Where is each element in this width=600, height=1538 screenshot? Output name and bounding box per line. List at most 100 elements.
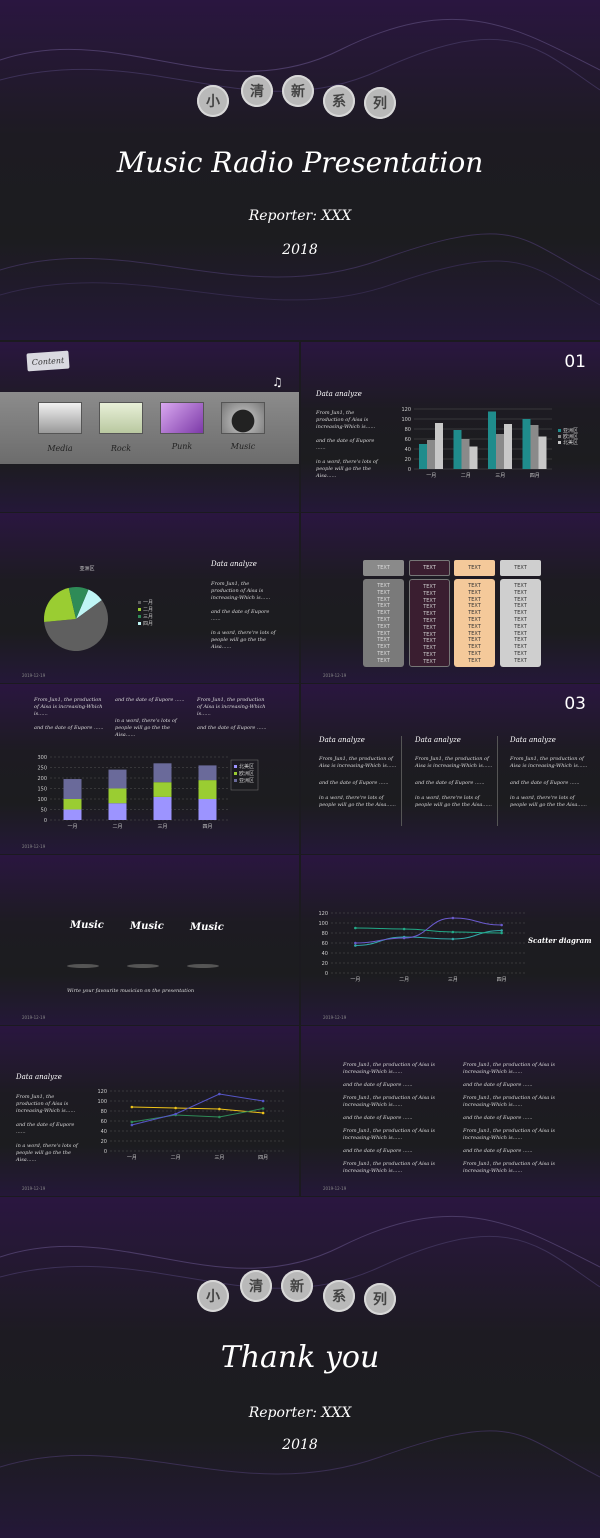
pie-slide[interactable]: 亚洲区 一月 二月 三月 四月 Data analyze From Jun1, the …	[0, 513, 299, 683]
legend-label: 亚洲区	[239, 778, 254, 784]
tick-label: 40	[101, 1129, 107, 1135]
shadow-ellipse	[67, 964, 99, 968]
data-point	[130, 1120, 134, 1124]
series-line	[355, 930, 502, 946]
table-header: TEXT	[409, 560, 450, 576]
paragraph: From Jun1, the production of Aisa is inc…	[211, 581, 271, 601]
tick-label: 300	[37, 755, 47, 761]
line-slide[interactable]: Data analyze From Jun1, the production o…	[0, 1026, 299, 1196]
thumb-media[interactable]	[38, 402, 82, 434]
table-cell: TEXT	[468, 623, 481, 630]
table-cell: TEXT	[514, 603, 527, 610]
slide-03[interactable]: 03 Data analyze From Jun1, the productio…	[301, 684, 600, 854]
table-cell: TEXT	[514, 610, 527, 617]
paragraph: and the date of Eupore ......	[16, 1122, 75, 1135]
paragraph: and the date of Eupore ......	[463, 1115, 533, 1121]
tick-label: 三月	[448, 977, 458, 983]
bar	[538, 436, 547, 469]
paragraph: From Jun1, the production of Aisa is inc…	[463, 1161, 555, 1174]
paragraph: and the date of Eupore ......	[115, 697, 185, 703]
data-point	[402, 936, 406, 940]
tick-label: 20	[101, 1139, 107, 1145]
tick-label: 80	[101, 1109, 107, 1115]
cover-title: Music Radio Presentation	[116, 146, 484, 179]
end-slide[interactable]: 小 清 新 系 列 Thank you Reporter: XXX 2018	[0, 1197, 600, 1538]
tick-label: 0	[104, 1149, 107, 1155]
table-slide[interactable]: TEXT TEXT TEXT TEXT 2019-12-19 TEXT TEXT T…	[301, 513, 600, 683]
circle-badge: 新	[282, 75, 314, 107]
bar	[427, 440, 435, 469]
slide-date: 2019-12-19	[323, 673, 347, 678]
table-cell: TEXT	[377, 610, 390, 617]
circle-badge: 系	[323, 1280, 355, 1312]
content-item-label: Punk	[171, 442, 193, 451]
data-point	[354, 926, 357, 930]
table-cell: TEXT	[423, 638, 436, 645]
paragraph: From Jun1, the production of Aisa is inc…	[34, 697, 103, 717]
paragraph: From Jun1, the production of Aisa is inc…	[343, 1062, 435, 1075]
bar-segment	[198, 765, 217, 781]
table-cell: TEXT	[423, 590, 436, 597]
legend-label: 二月	[143, 607, 153, 613]
slide-number: 01	[564, 352, 586, 372]
series-line	[131, 1106, 264, 1114]
paragraph: and the date of Eupore ......	[343, 1082, 413, 1088]
circle-badge: 列	[364, 1283, 396, 1315]
table-cell: TEXT	[423, 651, 436, 658]
tick-label: 一月	[350, 977, 360, 983]
table-cell: TEXT	[423, 658, 436, 665]
chart-title: 亚洲区	[79, 566, 94, 572]
text-slide[interactable]: From Jun1, the production of Aisa is inc…	[301, 1026, 600, 1196]
slide-date: 2019-12-19	[22, 1015, 46, 1020]
tick-label: 100	[318, 921, 328, 927]
cover-slide[interactable]: 小 清 新 系 列 Music Radio Presentation Repor…	[0, 0, 600, 340]
scatter-slide[interactable]: 0 20 40 60 80 100 120 一月 二月 三月 四月 Scatter diagram …	[301, 855, 600, 1025]
thumb-punk[interactable]	[160, 402, 204, 434]
data-point	[402, 927, 406, 931]
thumb-music[interactable]	[221, 402, 265, 434]
legend-label: 北美区	[239, 763, 254, 770]
tick-label: 80	[405, 427, 411, 433]
tick-label: 20	[405, 457, 411, 463]
slide-date: 2019-12-19	[22, 673, 46, 678]
tick-label: 100	[37, 797, 47, 803]
tick-label: 二月	[461, 473, 471, 479]
paragraph: and the date of Eupore ......	[463, 1082, 533, 1088]
content-item-label: Media	[47, 444, 73, 453]
table-cell: TEXT	[514, 616, 527, 623]
music-slide[interactable]: Music Music Music Wirte your favourite m…	[0, 855, 299, 1025]
bar-segment	[153, 763, 172, 783]
data-point	[261, 1099, 265, 1103]
thumb-rock[interactable]	[99, 402, 143, 434]
table-cell: TEXT	[468, 610, 481, 617]
stacked-slide[interactable]: From Jun1, the production of Aisa is inc…	[0, 684, 299, 854]
pie-slice	[76, 589, 102, 619]
table-cell: TEXT	[468, 603, 481, 610]
table-cell: TEXT	[468, 589, 481, 596]
table-cell: TEXT	[377, 583, 390, 589]
bar	[419, 444, 427, 469]
bar	[469, 446, 478, 469]
table-cell: TEXT	[468, 630, 481, 637]
tick-label: 80	[322, 931, 328, 937]
series-line	[355, 917, 502, 944]
content-slide[interactable]: Content ♫ Media Rock Punk Music	[0, 342, 299, 512]
paragraph: From Jun1, the production of Aisa is inc…	[463, 1128, 555, 1141]
paragraph: From Jun1, the production of Aisa is inc…	[319, 756, 397, 769]
cover-year: 2018	[282, 242, 318, 258]
tick-label: 二月	[112, 824, 122, 830]
divider	[497, 736, 498, 826]
paragraph: From Jun1, the production of Aisa is inc…	[463, 1095, 555, 1108]
text-column: Data analyze From Jun1, the production o…	[510, 736, 588, 809]
tick-label: 三月	[157, 824, 167, 830]
bar-segment	[153, 796, 172, 820]
slide-01[interactable]: 01 Data analyze From Jun1, the productio…	[301, 342, 600, 512]
table-cell: TEXT	[423, 611, 436, 618]
table-cell: TEXT	[423, 584, 436, 590]
tick-label: 20	[322, 961, 328, 967]
legend-swatch	[138, 608, 141, 611]
table-cell: TEXT	[468, 650, 481, 657]
